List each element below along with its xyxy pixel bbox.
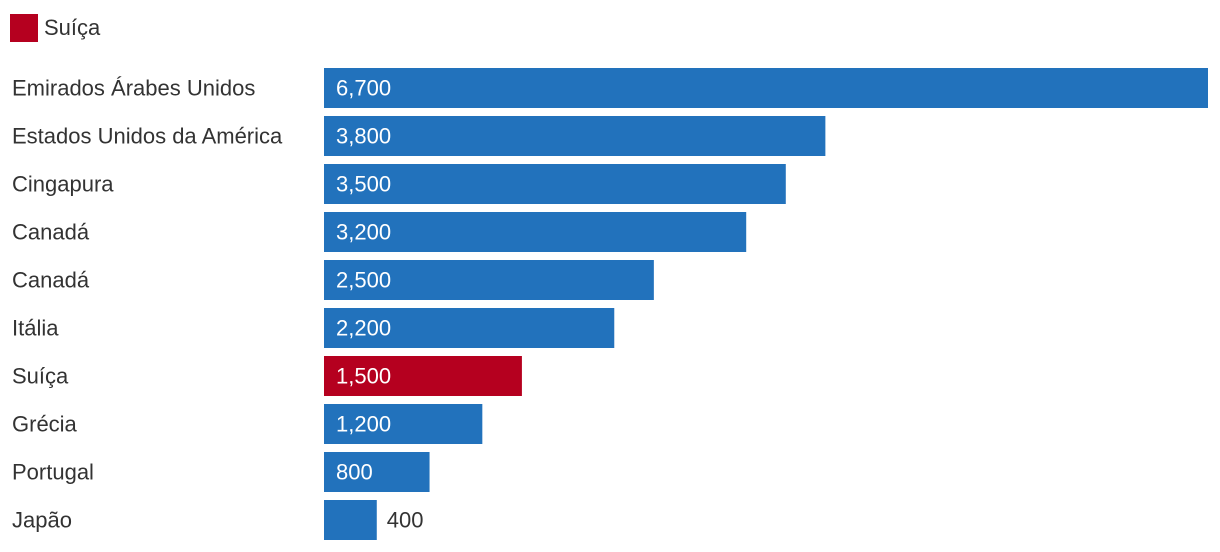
- category-label-italia: Itália: [12, 316, 59, 341]
- value-label-canada: 2,500: [336, 268, 391, 293]
- value-label-portugal: 800: [336, 460, 373, 485]
- value-label-canada: 3,200: [336, 220, 391, 245]
- bar-portugal: [324, 452, 430, 492]
- category-label-japao: Japão: [12, 508, 72, 533]
- bar-emirados-arabes-unidos: [324, 68, 1208, 108]
- category-label-canada: Canadá: [12, 268, 90, 293]
- category-label-portugal: Portugal: [12, 460, 94, 485]
- bar-cingapura: [324, 164, 786, 204]
- legend-swatch: [10, 14, 38, 42]
- category-label-suica: Suíça: [12, 364, 69, 389]
- bar-canada: [324, 212, 747, 252]
- value-label-italia: 2,200: [336, 316, 391, 341]
- value-label-suica: 1,500: [336, 364, 391, 389]
- bar-suica: [324, 356, 522, 396]
- category-label-cingapura: Cingapura: [12, 172, 114, 197]
- value-label-estados-unidos-da-america: 3,800: [336, 124, 391, 149]
- value-label-emirados-arabes-unidos: 6,700: [336, 76, 391, 101]
- legend: Suíça: [10, 14, 100, 42]
- value-label-japao: 400: [387, 508, 424, 533]
- bar-grecia: [324, 404, 483, 444]
- value-label-cingapura: 3,500: [336, 172, 391, 197]
- bar-italia: [324, 308, 615, 348]
- legend-label: Suíça: [44, 15, 101, 40]
- category-label-grecia: Grécia: [12, 412, 78, 437]
- category-label-estados-unidos-da-america: Estados Unidos da América: [12, 124, 283, 149]
- category-label-canada: Canadá: [12, 220, 90, 245]
- bar-japao: [324, 500, 377, 540]
- category-label-emirados-arabes-unidos: Emirados Árabes Unidos: [12, 76, 255, 101]
- bar-canada: [324, 260, 654, 300]
- bar-estados-unidos-da-america: [324, 116, 826, 156]
- value-label-grecia: 1,200: [336, 412, 391, 437]
